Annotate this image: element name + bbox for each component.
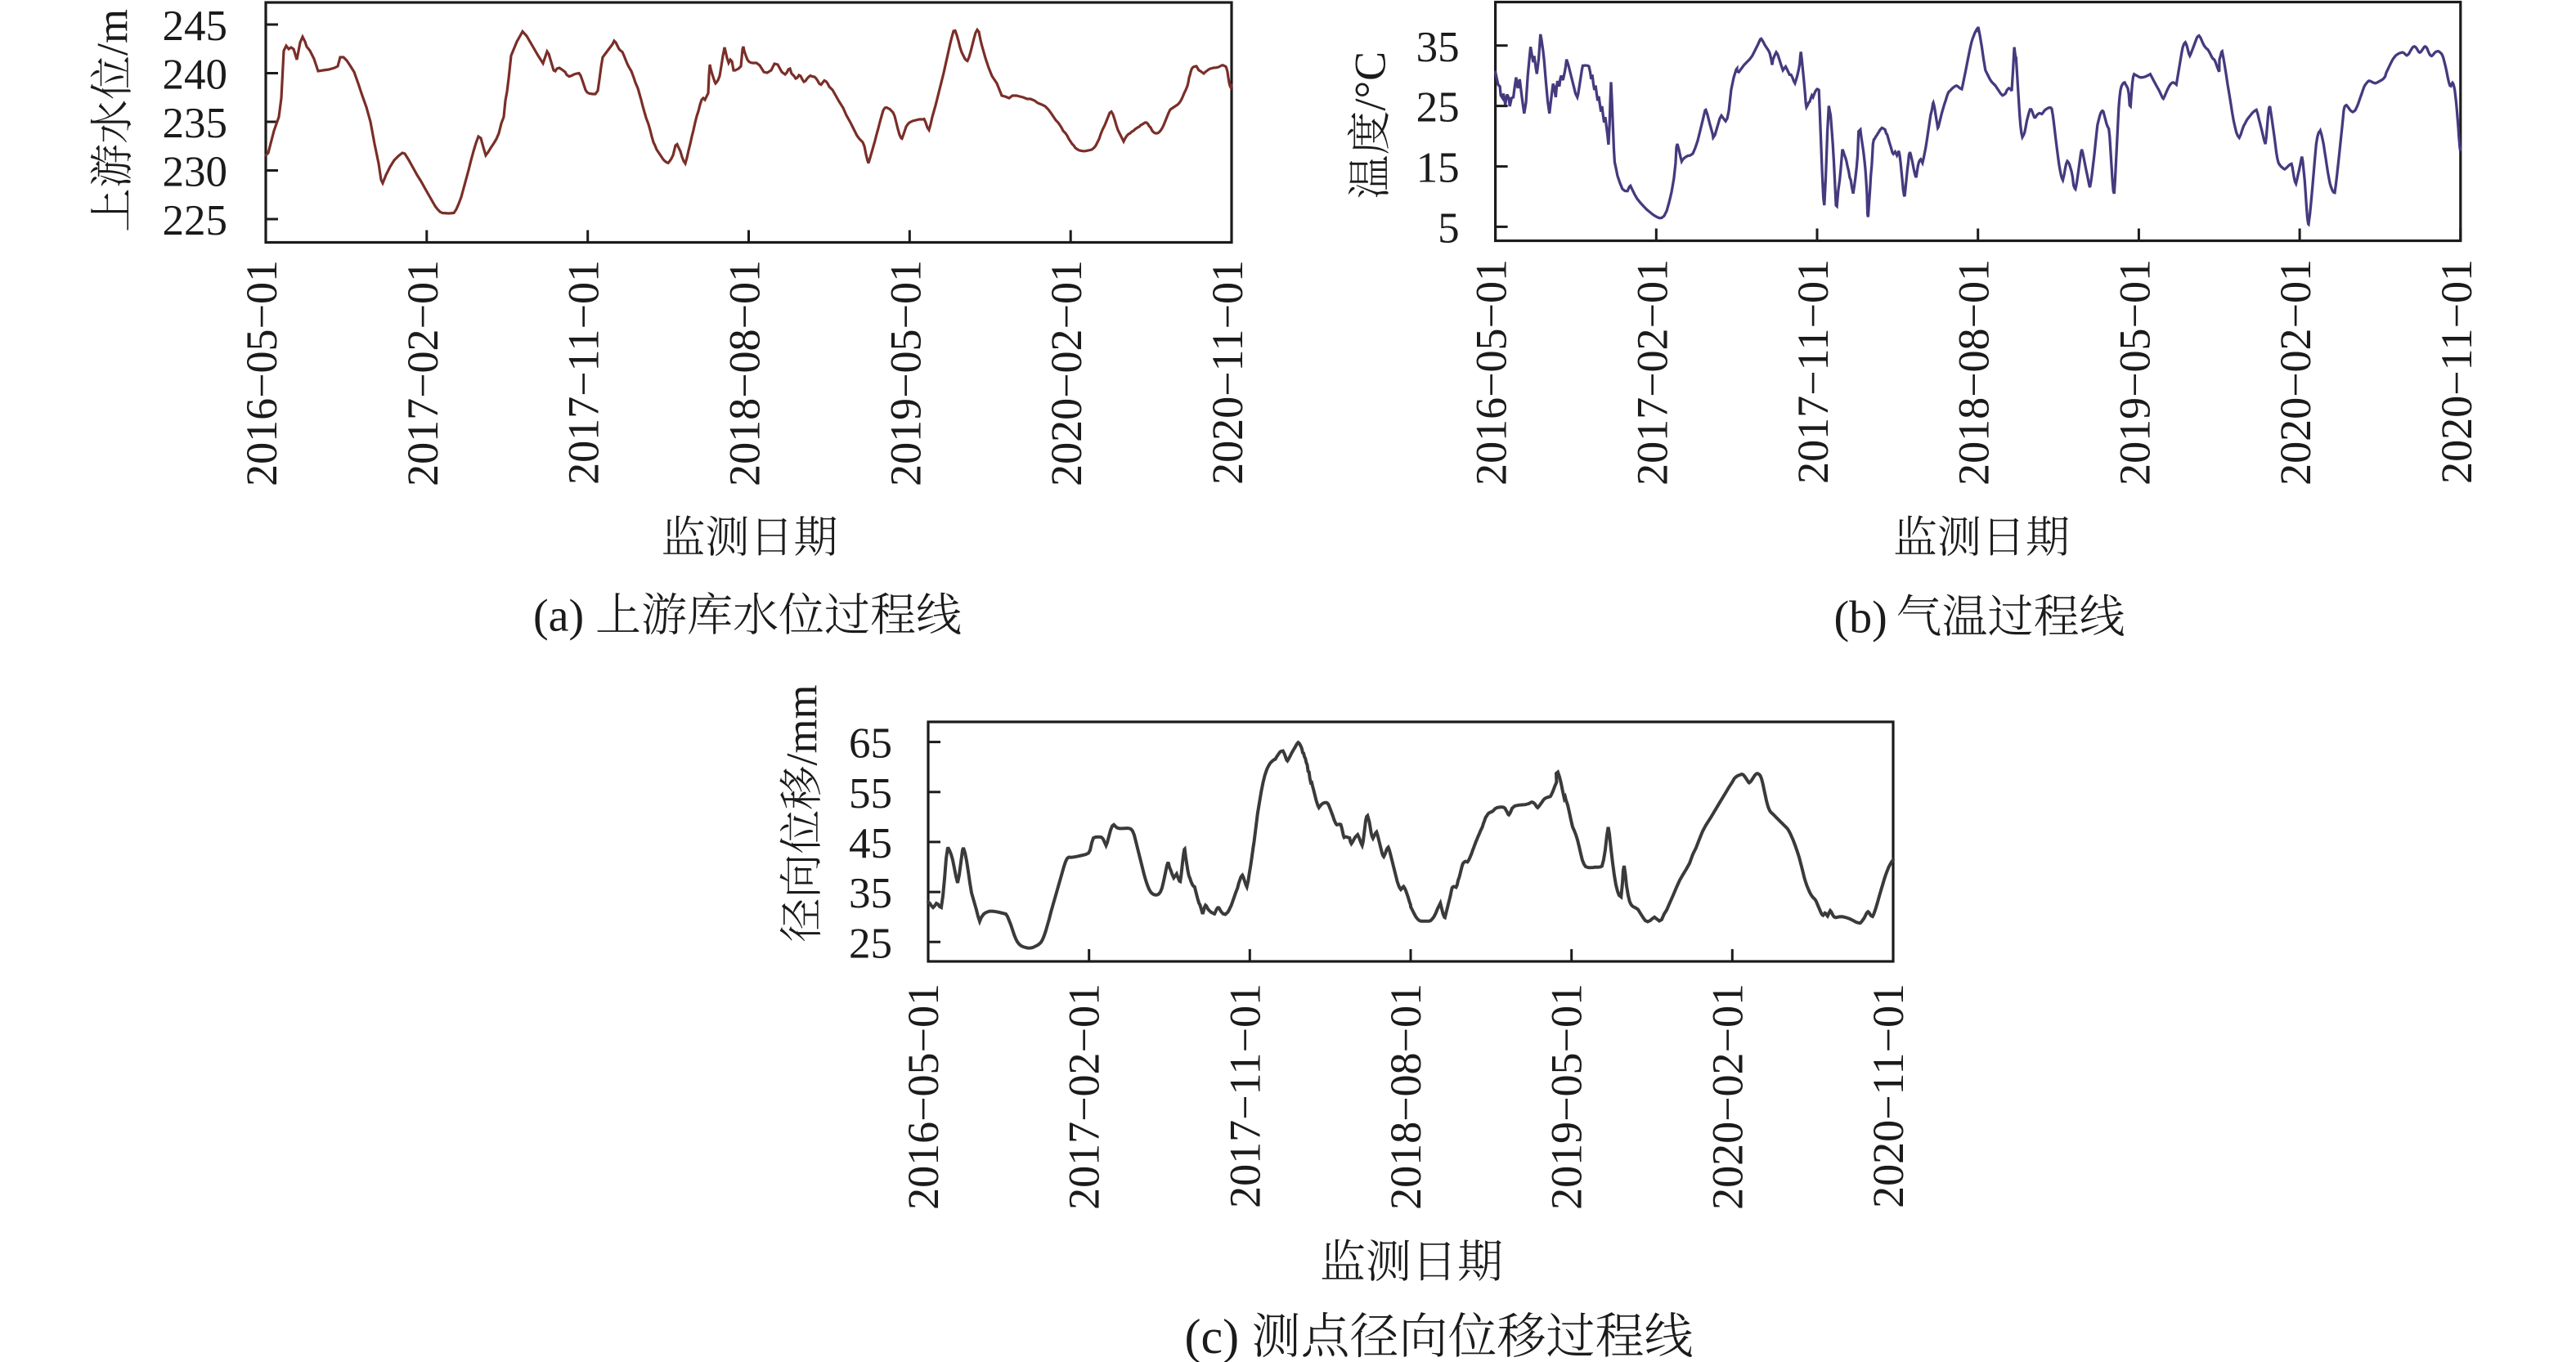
svg-text:35: 35 (849, 870, 892, 917)
svg-text:2017−02−01: 2017−02−01 (398, 260, 447, 486)
svg-text:(c): (c) (1185, 1310, 1240, 1362)
svg-text:2017−02−01: 2017−02−01 (1060, 983, 1109, 1210)
svg-text:225: 225 (163, 197, 228, 244)
svg-text:245: 245 (163, 2, 228, 50)
svg-text:2018−08−01: 2018−08−01 (1950, 259, 1999, 486)
svg-text:240: 240 (163, 52, 228, 99)
svg-text:(a): (a) (533, 591, 584, 642)
svg-text:/m: /m (88, 9, 137, 56)
svg-text:2017−11−01: 2017−11−01 (1220, 983, 1269, 1208)
svg-text:45: 45 (849, 820, 892, 867)
svg-text:2020−02−01: 2020−02−01 (1042, 260, 1091, 486)
svg-text:2020−11−01: 2020−11−01 (2432, 259, 2481, 484)
svg-text:25: 25 (1416, 84, 1460, 132)
svg-text:2020−11−01: 2020−11−01 (1203, 260, 1252, 485)
svg-text:2020−02−01: 2020−02−01 (2271, 259, 2320, 486)
svg-text:2019−05−01: 2019−05−01 (881, 260, 930, 486)
svg-text:2016−05−01: 2016−05−01 (1467, 259, 1516, 486)
svg-text:5: 5 (1438, 205, 1460, 253)
svg-text:2019−05−01: 2019−05−01 (2110, 259, 2159, 486)
svg-text:/mm: /mm (778, 684, 827, 765)
svg-text:15: 15 (1416, 145, 1460, 192)
svg-text:2018−08−01: 2018−08−01 (1381, 983, 1430, 1210)
svg-text:2020−02−01: 2020−02−01 (1703, 983, 1752, 1210)
svg-text:(b): (b) (1834, 593, 1887, 643)
svg-text:2016−05−01: 2016−05−01 (899, 983, 948, 1210)
svg-text:65: 65 (849, 720, 892, 768)
svg-text:25: 25 (849, 920, 892, 967)
svg-text:2016−05−01: 2016−05−01 (237, 260, 286, 486)
svg-text:2017−11−01: 2017−11−01 (1788, 259, 1838, 484)
svg-text:2017−02−01: 2017−02−01 (1627, 259, 1676, 486)
svg-text:55: 55 (849, 770, 892, 818)
svg-text:/°C: /°C (1346, 52, 1395, 111)
svg-text:2020−11−01: 2020−11−01 (1864, 983, 1913, 1208)
svg-text:2017−11−01: 2017−11−01 (559, 260, 608, 485)
svg-text:235: 235 (163, 100, 228, 147)
svg-text:2019−05−01: 2019−05−01 (1542, 983, 1591, 1210)
svg-text:230: 230 (163, 149, 228, 196)
svg-text:35: 35 (1416, 24, 1460, 71)
svg-text:2018−08−01: 2018−08−01 (720, 260, 770, 486)
